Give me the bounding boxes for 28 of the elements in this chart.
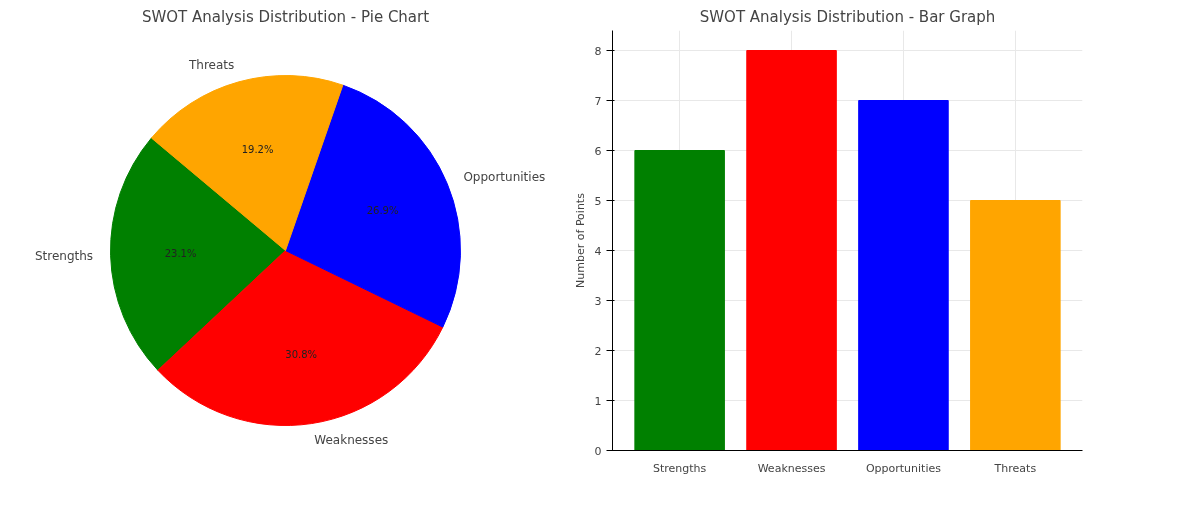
chart-title: SWOT Analysis Distribution - Pie Chart: [141, 7, 430, 26]
x-tick-label: Threats: [993, 461, 1037, 475]
data-label: 26.9%: [366, 204, 399, 216]
slice-label: Weaknesses: [314, 433, 389, 448]
data-label: 23.1%: [164, 247, 197, 259]
slice-label: Strengths: [34, 248, 94, 263]
y-tick-label: 5: [594, 194, 602, 208]
y-tick-label: 6: [594, 144, 602, 158]
data-label: 19.2%: [241, 144, 274, 156]
y-tick-label: 4: [594, 244, 602, 258]
slice-label: Opportunities: [463, 170, 546, 185]
y-tick-label: 3: [594, 294, 602, 308]
x-tick-label: Strengths: [652, 461, 707, 475]
data-label: 30.8%: [285, 348, 318, 360]
y-axis-title: Number of Points: [573, 192, 587, 288]
bar: [746, 50, 837, 451]
slice-label: Threats: [187, 58, 235, 73]
chart-title: SWOT Analysis Distribution - Bar Graph: [699, 7, 996, 26]
y-tick-label: 0: [594, 444, 602, 458]
bar: [970, 200, 1061, 451]
x-tick-label: Opportunities: [865, 461, 942, 475]
y-tick-label: 7: [594, 94, 602, 108]
y-tick-label: 8: [594, 44, 602, 58]
y-tick-label: 1: [594, 394, 602, 408]
bar: [634, 150, 725, 451]
x-tick-label: Weaknesses: [757, 461, 826, 475]
bar: [858, 100, 949, 451]
y-tick-label: 2: [594, 344, 602, 358]
